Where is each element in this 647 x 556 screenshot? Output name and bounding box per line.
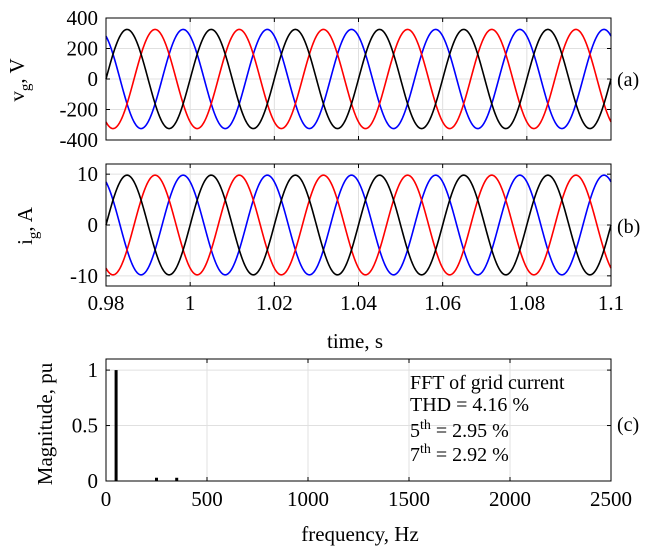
panel-c-ticks: 0 500 1000 1500 2000 2500 0 0.5 1: [72, 358, 632, 511]
y-tick-label: 0: [88, 67, 99, 91]
panel-c-bars: [114, 370, 179, 481]
panel-c-ylabel: Magnitude, pu: [33, 362, 57, 485]
panel-b-current-plot: 0.98 1 1.02 1.04 1.06 1.08 1.1 -10 0 10 ig, A (b)…: [13, 162, 640, 353]
x-tick-label: 1.02: [256, 291, 293, 315]
fft-annotation-5th: 5th = 2.95 %: [410, 418, 509, 442]
y-tick-label: 400: [67, 6, 99, 30]
panel-b-ticks: 0.98 1 1.02 1.04 1.06 1.08 1.1 -10 0 10: [70, 162, 624, 315]
series-line-1: [105, 28, 612, 130]
x-tick-label: 2500: [590, 487, 632, 511]
harmonic-bar: [175, 477, 179, 481]
series-line-2: [105, 174, 612, 276]
x-tick-label: 1.08: [508, 291, 545, 315]
series-line-3: [105, 28, 612, 130]
panel-a-ticks: -400 -200 0 200 400: [60, 6, 612, 152]
fft-annotation: FFT of grid current THD = 4.16 % 5th = 2…: [410, 372, 565, 466]
panel-c-xlabel: frequency, Hz: [301, 522, 419, 546]
panel-a-series: [105, 28, 612, 130]
x-tick-label: 2000: [489, 487, 531, 511]
fft-annotation-title: FFT of grid current: [410, 372, 565, 394]
panel-b-xlabel: time, s: [327, 329, 383, 353]
y-tick-label: 0: [88, 469, 99, 493]
panel-b-series: [105, 174, 612, 276]
harmonic-bar: [114, 370, 118, 481]
x-tick-label: 1.06: [424, 291, 461, 315]
x-tick-label: 1.1: [598, 291, 624, 315]
harmonic-bar: [155, 477, 158, 481]
series-line-3: [105, 174, 612, 276]
panel-a-label: (a): [617, 69, 639, 91]
series-line-2: [105, 28, 612, 130]
x-tick-label: 1500: [388, 487, 430, 511]
fft-annotation-7th: 7th = 2.92 %: [410, 442, 509, 466]
panel-c-label: (c): [617, 414, 639, 436]
y-tick-label: 0.5: [72, 414, 98, 438]
panel-a-ylabel: vg, V: [5, 58, 34, 101]
y-tick-label: -400: [60, 128, 99, 152]
y-tick-label: 200: [67, 37, 99, 61]
x-tick-label: 0: [101, 487, 112, 511]
y-tick-label: 0: [88, 213, 99, 237]
y-tick-label: 1: [88, 358, 99, 382]
panel-c-axes-frame: [105, 358, 612, 482]
series-line-1: [105, 174, 612, 276]
x-tick-label: 500: [191, 487, 223, 511]
fft-annotation-thd: THD = 4.16 %: [410, 394, 529, 416]
y-tick-label: -200: [60, 98, 99, 122]
y-tick-label: 10: [77, 162, 98, 186]
x-tick-label: 1000: [287, 487, 329, 511]
x-tick-label: 0.98: [88, 291, 125, 315]
panel-a-voltage-plot: -400 -200 0 200 400 vg, V (a): [5, 6, 639, 152]
x-tick-label: 1.04: [340, 291, 377, 315]
y-tick-label: -10: [70, 264, 98, 288]
x-tick-label: 1: [185, 291, 196, 315]
panel-b-label: (b): [617, 216, 640, 238]
panel-b-ylabel: ig, A: [13, 206, 42, 245]
